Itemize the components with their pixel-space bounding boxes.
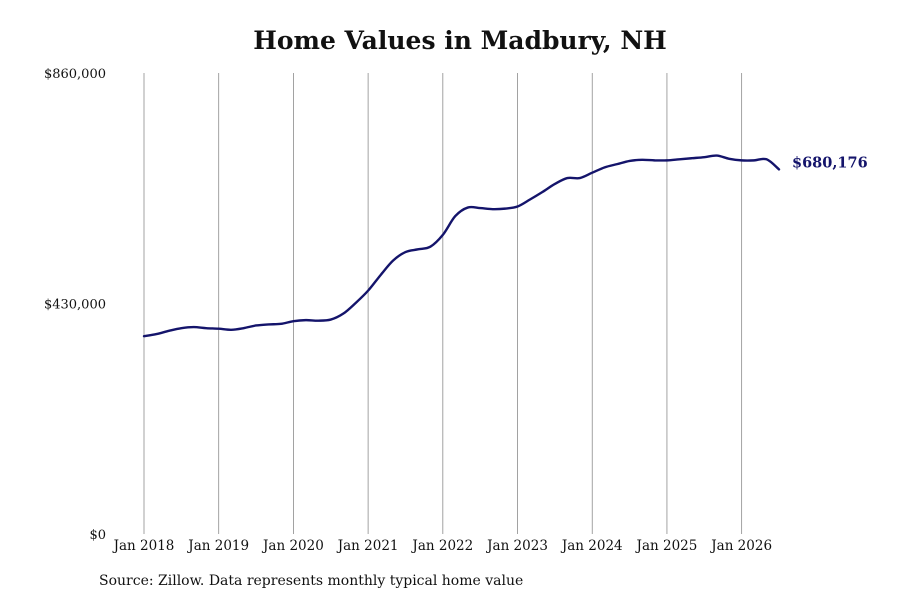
- x-tick-label: Jan 2025: [635, 538, 698, 554]
- x-tick-label: Jan 2019: [186, 538, 249, 554]
- series-line: [142, 154, 781, 338]
- x-tick-label: Jan 2021: [336, 538, 399, 554]
- x-tick-label: Jan 2022: [410, 538, 473, 554]
- y-tick-label: $0: [89, 528, 106, 543]
- x-tick-label: Jan 2026: [709, 538, 772, 554]
- series-lines: [142, 154, 781, 338]
- end-labels: $680,176: [792, 154, 868, 171]
- y-tick-label: $430,000: [44, 298, 106, 313]
- grid-lines: [143, 73, 743, 534]
- end-value-label: $680,176: [792, 154, 868, 171]
- y-axis-ticks: $0 $430,000 $860,000: [44, 67, 106, 543]
- x-tick-label: Jan 2020: [261, 538, 324, 554]
- source-note: Source: Zillow. Data represents monthly …: [99, 573, 524, 589]
- x-axis-ticks: Jan 2018 Jan 2019 Jan 2020 Jan 2021 Jan 2022…: [112, 538, 772, 554]
- x-tick-label: Jan 2023: [485, 538, 548, 554]
- chart-title: Home Values in Madbury, NH: [253, 26, 667, 55]
- x-tick-label: Jan 2018: [112, 538, 175, 554]
- x-tick-label: Jan 2024: [560, 538, 623, 554]
- y-tick-label: $860,000: [44, 67, 106, 82]
